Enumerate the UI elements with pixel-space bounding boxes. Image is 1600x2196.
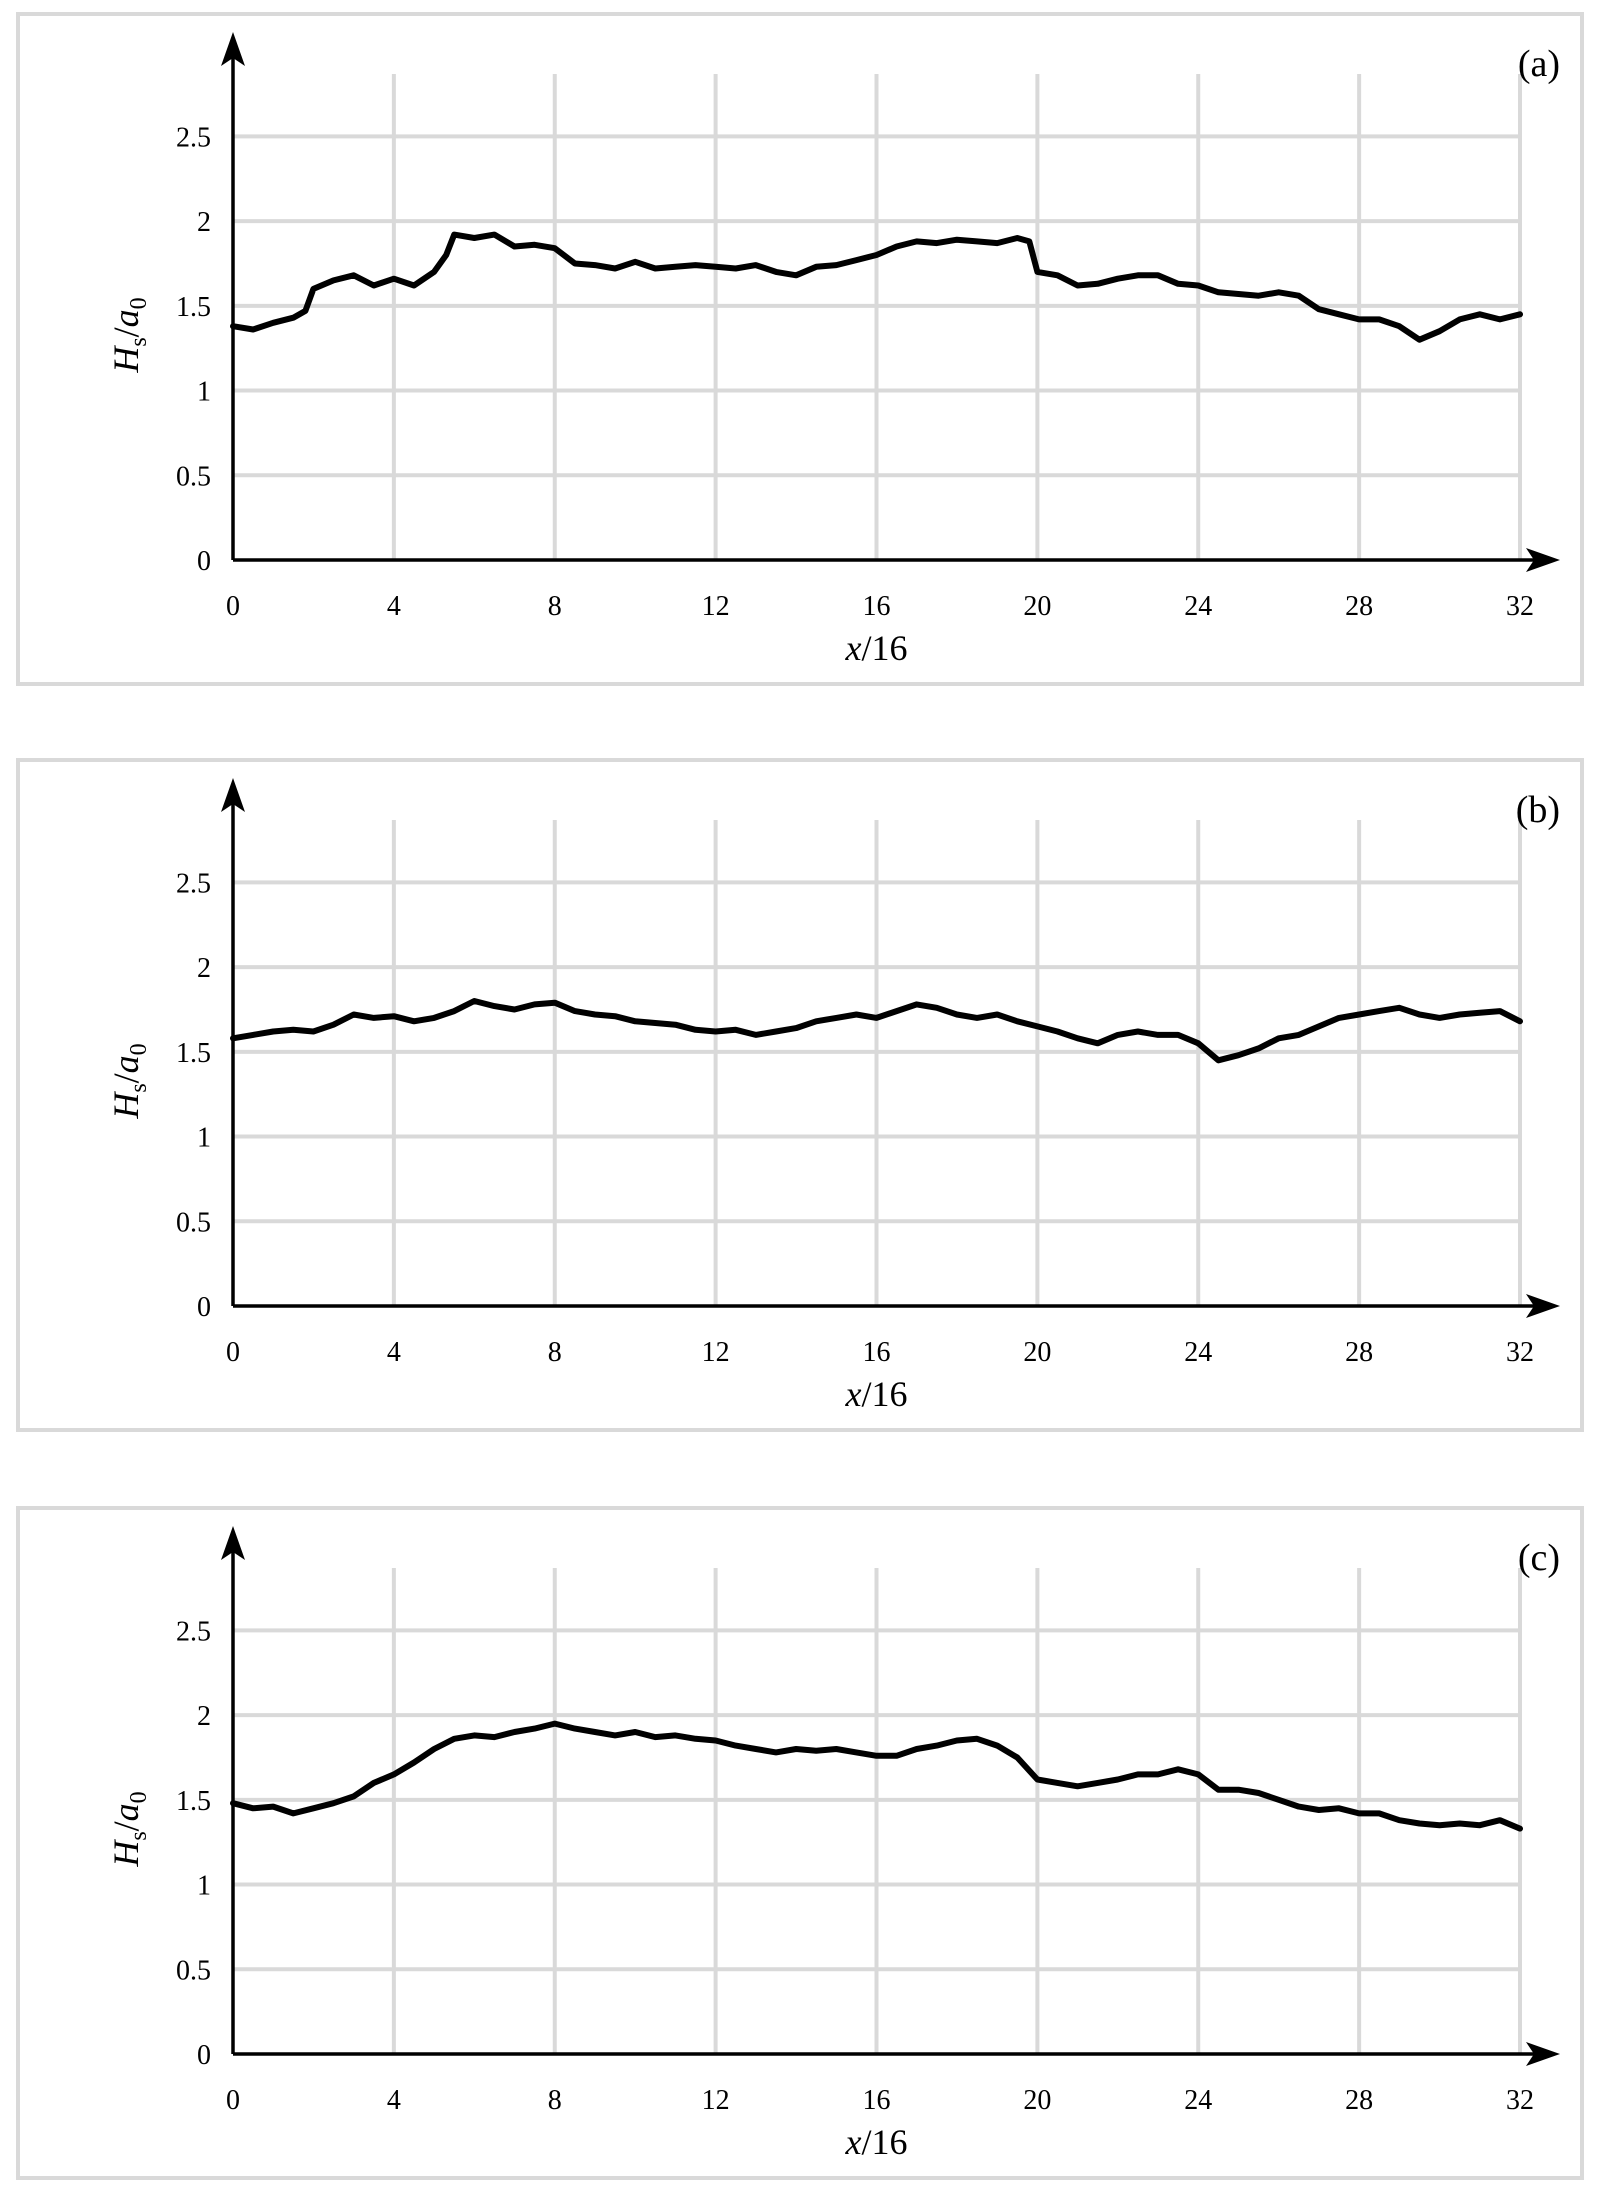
x-axis-label: x/16 xyxy=(845,2122,908,2162)
x-tick-label: 4 xyxy=(387,2085,401,2116)
y-tick-label: 0 xyxy=(197,546,211,577)
y-tick-label: 1.5 xyxy=(176,292,211,323)
x-tick-label: 0 xyxy=(226,1337,240,1368)
chart-svg: 0 4 8 12 16 20 24 28 32 0 0.5 1 1.5 2 2.5 x/16 Hs/a0 (c) xyxy=(106,1526,1560,2162)
x-tick-label: 4 xyxy=(387,1337,401,1368)
y-tick-label: 1.5 xyxy=(176,1786,211,1817)
series-line xyxy=(230,231,1523,343)
grid xyxy=(233,820,1522,1306)
y-axis-label: Hs/a0 xyxy=(106,1791,152,1867)
y-axis-label: Hs/a0 xyxy=(106,297,152,373)
x-tick-label: 0 xyxy=(226,591,240,622)
y-tick-label: 2.5 xyxy=(176,122,211,153)
x-tick-label: 24 xyxy=(1184,591,1212,622)
x-tick-label: 32 xyxy=(1506,591,1534,622)
x-tick-label: 16 xyxy=(863,591,891,622)
x-tick-label: 28 xyxy=(1345,1337,1373,1368)
panel-label: (b) xyxy=(1516,789,1560,831)
y-tick-label: 0 xyxy=(197,1292,211,1323)
series-line xyxy=(230,1720,1523,1832)
x-tick-label: 32 xyxy=(1506,2085,1534,2116)
panel-label: (a) xyxy=(1518,43,1560,85)
panel-label: (c) xyxy=(1518,1537,1560,1579)
x-tick-label: 16 xyxy=(863,2085,891,2116)
x-tick-label: 8 xyxy=(548,1337,562,1368)
y-tick-label: 1 xyxy=(197,377,211,408)
x-tick-label: 12 xyxy=(702,1337,730,1368)
y-axis-arrow-icon xyxy=(221,32,245,66)
y-tick-label: 0.5 xyxy=(176,1955,211,1986)
x-tick-label: 8 xyxy=(548,2085,562,2116)
x-axis-label: x/16 xyxy=(845,628,908,668)
x-tick-label: 28 xyxy=(1345,591,1373,622)
chart-svg: 0 4 8 12 16 20 24 28 32 0 0.5 1 1.5 2 2.5 x/16 Hs/a0 (b) xyxy=(106,778,1560,1414)
grid xyxy=(233,74,1522,560)
x-tick-label: 4 xyxy=(387,591,401,622)
y-tick-label: 2.5 xyxy=(176,1616,211,1647)
chart-panel-c: 0 4 8 12 16 20 24 28 32 0 0.5 1 1.5 2 2.5 x/16 Hs/a0 (c) xyxy=(16,1506,1584,2180)
y-tick-label: 0.5 xyxy=(176,1207,211,1238)
y-axis-label: Hs/a0 xyxy=(106,1043,152,1119)
chart-panel-a: 0 4 8 12 16 20 24 28 32 0 0.5 1 1.5 2 2.5 x/16 Hs/a0 (a) xyxy=(16,12,1584,686)
y-tick-label: 2 xyxy=(197,207,211,238)
x-axis-arrow-icon xyxy=(1526,548,1560,572)
x-tick-label: 20 xyxy=(1023,1337,1051,1368)
chart-panel-b: 0 4 8 12 16 20 24 28 32 0 0.5 1 1.5 2 2.5 x/16 Hs/a0 (b) xyxy=(16,758,1584,1432)
y-tick-label: 2.5 xyxy=(176,868,211,899)
series-line xyxy=(230,998,1523,1064)
y-tick-label: 2 xyxy=(197,953,211,984)
x-tick-label: 20 xyxy=(1023,2085,1051,2116)
y-tick-label: 0.5 xyxy=(176,461,211,492)
x-axis-label: x/16 xyxy=(845,1374,908,1414)
x-tick-label: 20 xyxy=(1023,591,1051,622)
x-tick-label: 12 xyxy=(702,2085,730,2116)
chart-svg: 0 4 8 12 16 20 24 28 32 0 0.5 1 1.5 2 2.5 x/16 Hs/a0 (a) xyxy=(106,32,1560,668)
x-axis-arrow-icon xyxy=(1526,1294,1560,1318)
x-axis-arrow-icon xyxy=(1526,2042,1560,2066)
x-tick-label: 24 xyxy=(1184,2085,1212,2116)
y-tick-label: 0 xyxy=(197,2040,211,2071)
y-axis-arrow-icon xyxy=(221,778,245,812)
x-tick-label: 28 xyxy=(1345,2085,1373,2116)
y-tick-label: 2 xyxy=(197,1701,211,1732)
y-axis-arrow-icon xyxy=(221,1526,245,1560)
y-tick-label: 1 xyxy=(197,1871,211,1902)
y-tick-label: 1 xyxy=(197,1123,211,1154)
x-tick-label: 0 xyxy=(226,2085,240,2116)
y-tick-label: 1.5 xyxy=(176,1038,211,1069)
x-tick-label: 32 xyxy=(1506,1337,1534,1368)
x-tick-label: 12 xyxy=(702,591,730,622)
x-tick-label: 24 xyxy=(1184,1337,1212,1368)
grid xyxy=(233,1568,1522,2054)
x-tick-label: 8 xyxy=(548,591,562,622)
x-tick-label: 16 xyxy=(863,1337,891,1368)
